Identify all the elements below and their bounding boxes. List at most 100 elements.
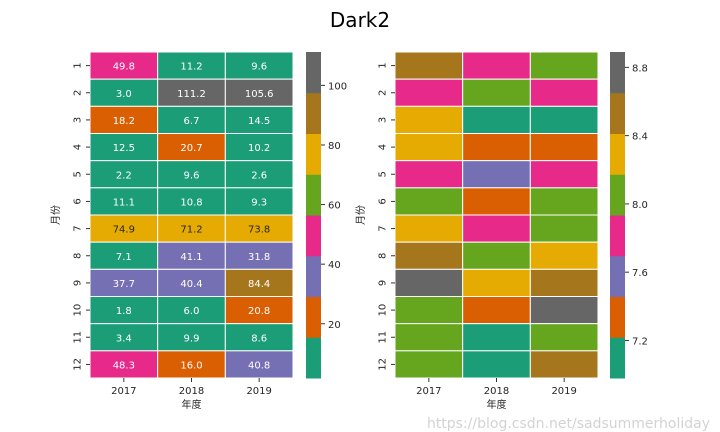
y-tick-label: 3 [73,117,84,123]
heatmap-cell [224,133,294,162]
y-tick-label: 5 [73,171,84,177]
colorbar-segment [306,52,321,94]
heatmap-cell [462,160,531,189]
chart-title: Dark2 [330,8,390,32]
heatmap-cell [224,214,294,243]
heatmap-cell [394,133,464,162]
cell-label: 2.2 [116,170,132,181]
heatmap-cell [89,323,159,352]
y-tick-label: 12 [73,358,84,371]
colorbar-tick-label: 7.6 [632,268,648,279]
x-tick-label: 2018 [179,386,204,397]
heatmap-cell [224,241,294,270]
cell-label: 40.4 [180,279,202,290]
cell-label: 73.8 [248,225,270,236]
cell-label: 10.2 [248,143,270,154]
heatmap-cell [157,105,226,135]
heatmap-cell [462,51,531,80]
heatmap-cell [462,133,531,162]
y-tick-label: 5 [378,171,389,177]
cell-label: 6.0 [184,306,200,317]
colorbar-tick-label: 40 [328,260,341,271]
heatmap-cell [394,241,464,270]
colorbar-segment [306,133,321,175]
heatmap-cell [89,296,159,325]
heatmap-cell [462,350,531,379]
heatmap-cell [462,323,531,352]
colorbar-segment [306,337,321,379]
heatmap-cell [462,268,531,298]
colorbar-tick-label: 20 [328,320,341,331]
heatmap-cell [224,350,294,379]
heatmap-cell [224,78,294,107]
y-tick-label: 6 [73,198,84,204]
cell-label: 6.7 [184,116,200,127]
cell-label: 8.6 [251,333,267,344]
heatmap-cell [157,241,226,270]
heatmap-cell [462,187,531,216]
heatmap-cell [157,187,226,216]
y-tick-label: 12 [378,358,389,371]
colorbar-segment [610,255,625,297]
y-tick-label: 4 [73,144,84,150]
x-tick-label: 2019 [246,386,271,397]
heatmap-cell [529,296,599,325]
cell-label: 49.8 [113,62,135,73]
cell-label: 31.8 [248,252,270,263]
heatmap-cell [157,160,226,189]
y-tick-label: 8 [73,253,84,259]
cell-label: 9.6 [251,62,267,73]
cell-label: 18.2 [113,116,135,127]
y-tick-label: 6 [378,198,389,204]
colorbar-segment [306,92,321,134]
y-tick-label: 9 [73,280,84,286]
heatmap-cell [224,323,294,352]
heatmap-cell [394,78,464,107]
y-tick-label: 10 [73,304,84,317]
heatmap-cell [529,133,599,162]
heatmap-cell [394,350,464,379]
heatmap-cell [157,51,226,80]
heatmap-cell [394,214,464,243]
colorbar-segment [610,133,625,175]
heatmap-cell [529,51,599,80]
cell-label: 9.6 [184,170,200,181]
heatmap-cell [89,133,159,162]
y-tick-label: 8 [378,253,389,259]
colorbar-segment [610,337,625,379]
x-tick-label: 2018 [484,386,509,397]
heatmap-cell [529,241,599,270]
y-tick-label: 11 [378,331,389,344]
heatmap-cell [157,296,226,325]
cell-label: 20.7 [180,143,202,154]
cell-label: 3.0 [116,89,132,100]
heatmap-cell [529,105,599,135]
heatmap-cell [462,296,531,325]
heatmap-cell [394,296,464,325]
heatmap-cell [89,241,159,270]
heatmap-cell [224,187,294,216]
y-tick-label: 1 [378,62,389,68]
y-tick-label: 10 [378,304,389,317]
cell-label: 16.0 [180,360,202,371]
colorbar-segment [610,52,625,94]
colorbar-tick-label: 8.8 [632,63,648,74]
cell-label: 9.9 [184,333,200,344]
colorbar-tick-label: 60 [328,201,341,212]
heatmap-cell [462,214,531,243]
colorbar-tick-label: 8.0 [632,200,648,211]
heatmap-cell [529,268,599,298]
cell-label: 48.3 [113,360,135,371]
y-tick-label: 4 [378,144,389,150]
heatmap-cell [529,214,599,243]
y-tick-label: 11 [73,331,84,344]
cell-label: 20.8 [248,306,270,317]
colorbar-tick-label: 7.2 [632,336,648,347]
cell-label: 41.1 [180,252,202,263]
watermark: https://blog.csdn.net/sadsummerholiday [426,416,710,432]
heatmap-cell [462,241,531,270]
heatmap-cell [157,214,226,243]
cell-label: 111.2 [177,89,206,100]
